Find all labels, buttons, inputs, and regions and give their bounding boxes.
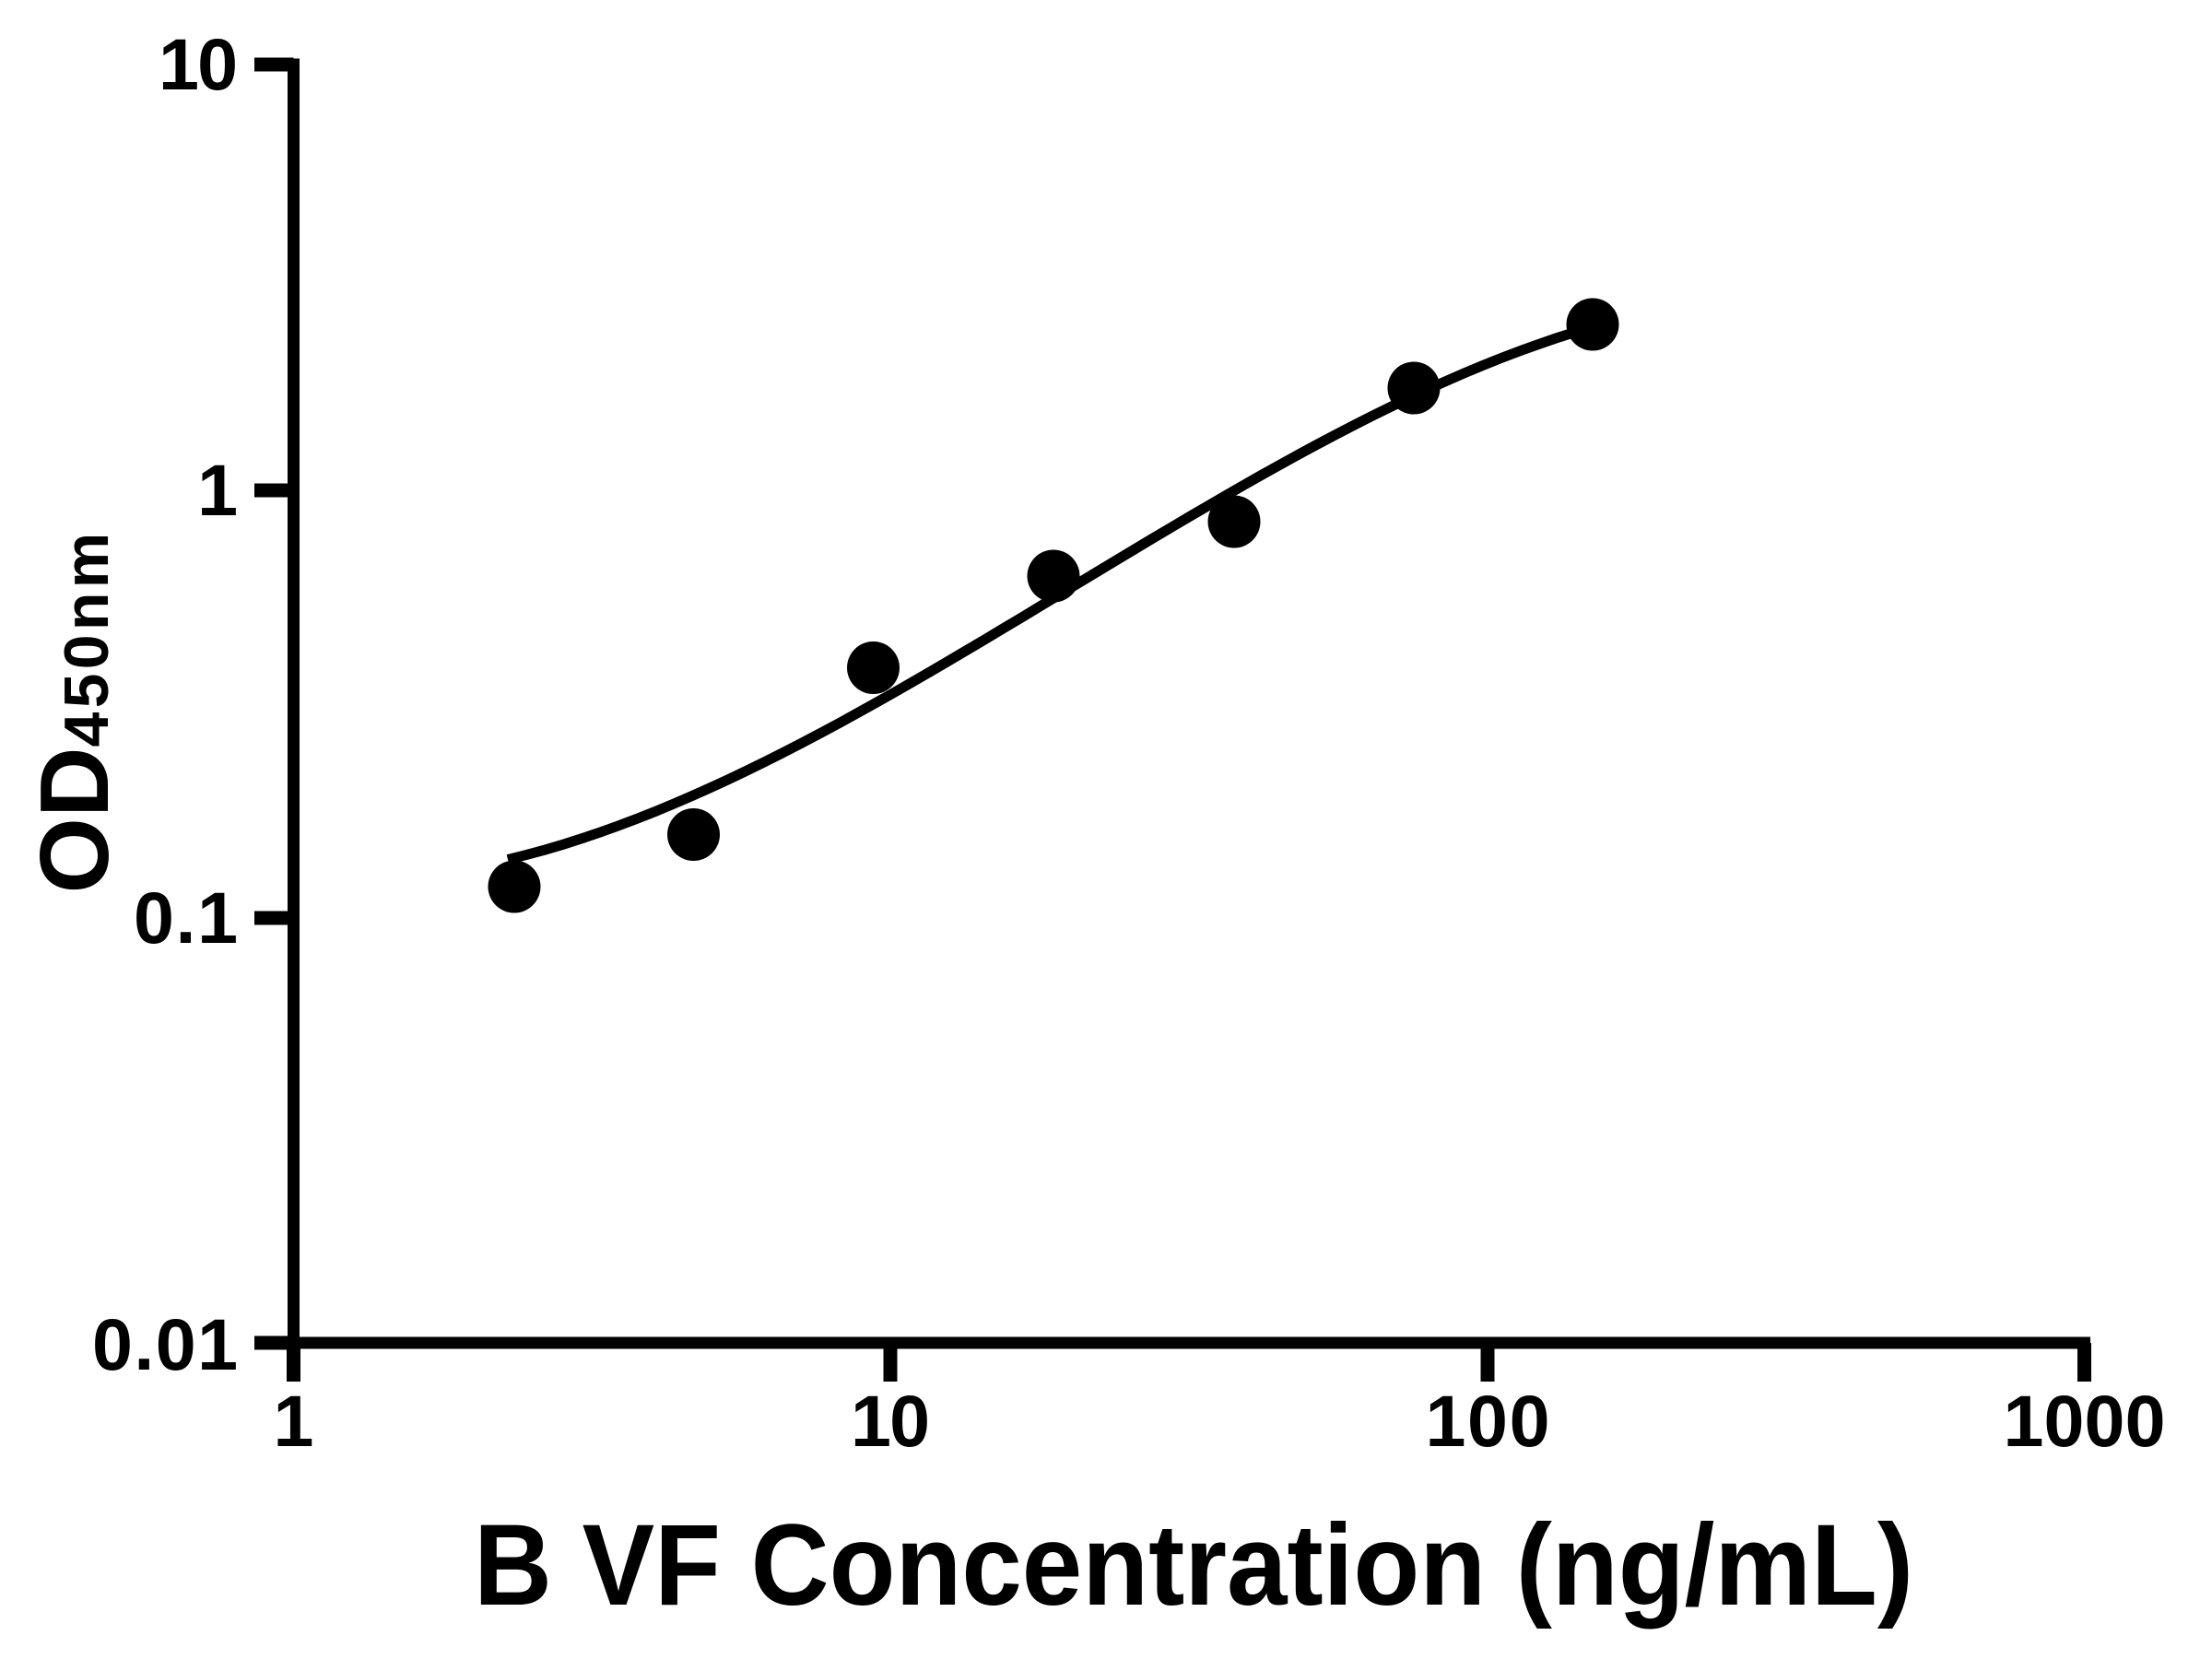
- svg-text:0.1: 0.1: [134, 877, 238, 959]
- svg-text:10: 10: [159, 23, 238, 105]
- svg-text:1: 1: [197, 449, 238, 531]
- svg-text:0.01: 0.01: [92, 1303, 238, 1385]
- svg-text:OD450nm: OD450nm: [20, 529, 129, 894]
- svg-text:1000: 1000: [2004, 1380, 2166, 1462]
- svg-text:10: 10: [851, 1380, 930, 1462]
- svg-text:1: 1: [274, 1380, 314, 1462]
- svg-text:100: 100: [1426, 1380, 1550, 1462]
- svg-text:B VF Concentration (ng/mL): B VF Concentration (ng/mL): [474, 1501, 1913, 1630]
